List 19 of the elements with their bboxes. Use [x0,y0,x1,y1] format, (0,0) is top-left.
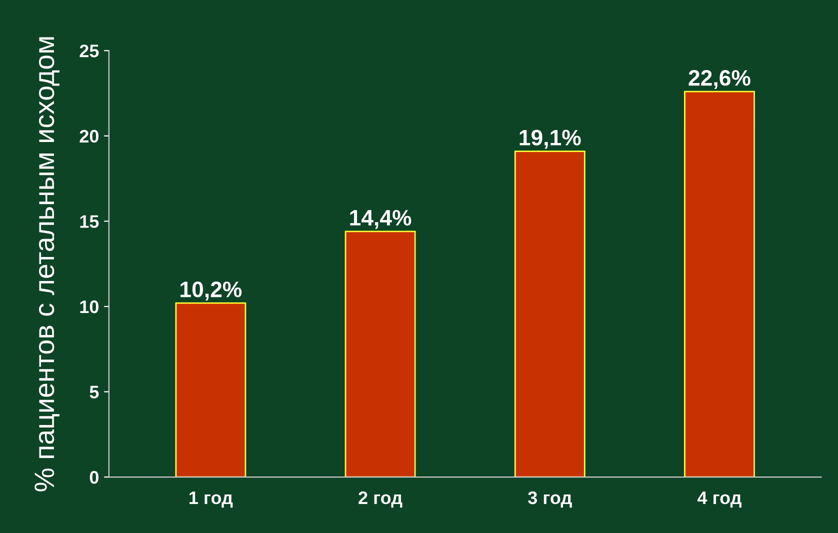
y-tick-label: 15 [80,215,99,228]
bar [344,230,416,478]
y-axis-title: % пациентов с летальным исходом [34,37,60,492]
y-tick-label: 0 [90,470,98,484]
x-tick-label: 2 год [358,491,402,508]
data-label: 22,6% [688,70,750,90]
bar [175,302,246,478]
bar [684,90,755,478]
x-tick-label: 4 год [697,492,742,508]
bar [514,150,586,478]
y-tick-label: 10 [80,300,98,314]
x-tick-label: 3 год [528,491,572,508]
x-tick-label: 1 год [190,492,233,508]
y-tick-label: 25 [80,44,99,58]
y-tick-label: 20 [80,130,98,143]
data-label: 19,1% [520,130,581,149]
data-label: 10,2% [180,282,242,301]
data-label: 14,4% [350,210,412,229]
y-tick-label: 5 [90,386,99,398]
